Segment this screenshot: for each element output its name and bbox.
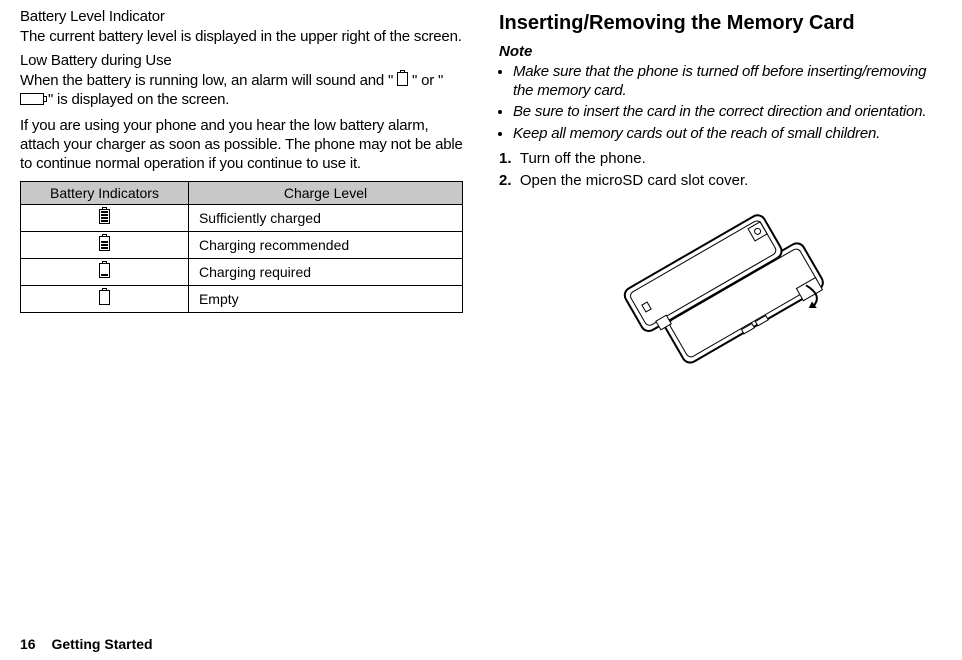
low-battery-text-1b: " or " bbox=[412, 72, 443, 89]
battery-indicator-cell bbox=[21, 205, 189, 232]
steps-list: 1. Turn off the phone. 2. Open the micro… bbox=[499, 149, 942, 192]
note-heading: Note bbox=[499, 43, 942, 60]
memory-card-title: Inserting/Removing the Memory Card bbox=[499, 12, 942, 35]
low-battery-text-1c: " is displayed on the screen. bbox=[48, 91, 229, 108]
battery-indicator-cell bbox=[21, 232, 189, 259]
battery-indicator-cell bbox=[21, 259, 189, 286]
low-battery-text-2: If you are using your phone and you hear… bbox=[20, 116, 463, 174]
table-row: Charging required bbox=[21, 259, 463, 286]
page-footer: 16 Getting Started bbox=[20, 636, 153, 652]
battery-level-text: The current battery level is displayed i… bbox=[20, 27, 463, 46]
table-header-chargelevel: Charge Level bbox=[188, 182, 462, 205]
table-row: Empty bbox=[21, 286, 463, 313]
charge-level-cell: Sufficiently charged bbox=[188, 205, 462, 232]
note-bullet: Keep all memory cards out of the reach o… bbox=[513, 124, 942, 143]
battery-high-icon bbox=[99, 236, 110, 251]
low-battery-text-1: When the battery is running low, an alar… bbox=[20, 71, 463, 109]
step-item: 2. Open the microSD card slot cover. bbox=[499, 171, 942, 191]
phone-diagram-wrap bbox=[499, 209, 942, 379]
note-bullet: Make sure that the phone is turned off b… bbox=[513, 62, 942, 100]
battery-icon-small bbox=[397, 72, 408, 86]
battery-empty-icon bbox=[99, 290, 110, 305]
page-number: 16 bbox=[20, 636, 36, 652]
battery-indicator-cell bbox=[21, 286, 189, 313]
right-column: Inserting/Removing the Memory Card Note … bbox=[481, 8, 942, 650]
table-row: Sufficiently charged bbox=[21, 205, 463, 232]
battery-level-heading: Battery Level Indicator bbox=[20, 8, 463, 25]
step-item: 1. Turn off the phone. bbox=[499, 149, 942, 169]
charge-level-cell: Charging recommended bbox=[188, 232, 462, 259]
table-header-indicators: Battery Indicators bbox=[21, 182, 189, 205]
step-text: Turn off the phone. bbox=[520, 150, 646, 167]
note-bullet: Be sure to insert the card in the correc… bbox=[513, 102, 942, 121]
battery-low-icon bbox=[99, 263, 110, 278]
phone-diagram bbox=[601, 209, 841, 379]
step-text: Open the microSD card slot cover. bbox=[520, 172, 748, 189]
battery-full-icon bbox=[99, 209, 110, 224]
table-row: Charging recommended bbox=[21, 232, 463, 259]
low-battery-heading: Low Battery during Use bbox=[20, 52, 463, 69]
left-column: Battery Level Indicator The current batt… bbox=[20, 8, 481, 650]
footer-section: Getting Started bbox=[51, 636, 152, 652]
battery-table: Battery Indicators Charge Level Sufficie… bbox=[20, 181, 463, 313]
low-battery-text-1a: When the battery is running low, an alar… bbox=[20, 72, 397, 89]
charge-level-cell: Empty bbox=[188, 286, 462, 313]
page-root: Battery Level Indicator The current batt… bbox=[0, 0, 962, 660]
battery-icon-wide bbox=[20, 93, 44, 105]
note-bullets: Make sure that the phone is turned off b… bbox=[499, 62, 942, 143]
charge-level-cell: Charging required bbox=[188, 259, 462, 286]
